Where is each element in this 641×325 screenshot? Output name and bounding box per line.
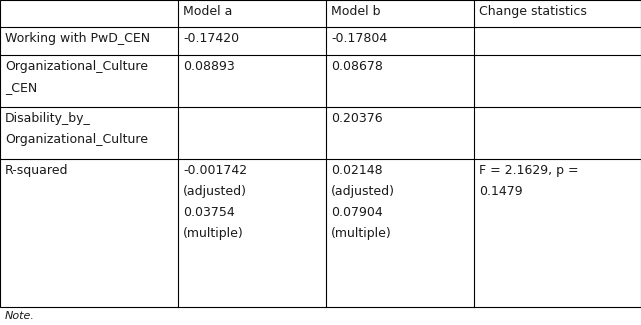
Text: Working with PwD_CEN: Working with PwD_CEN bbox=[5, 32, 150, 45]
Text: -0.17804: -0.17804 bbox=[331, 32, 387, 45]
Text: Model a: Model a bbox=[183, 5, 233, 18]
Text: -0.001742
(adjusted)
0.03754
(multiple): -0.001742 (adjusted) 0.03754 (multiple) bbox=[183, 164, 247, 240]
Text: Note.: Note. bbox=[5, 311, 35, 321]
Text: Change statistics: Change statistics bbox=[479, 5, 587, 18]
Text: Disability_by_
Organizational_Culture: Disability_by_ Organizational_Culture bbox=[5, 112, 148, 146]
Text: 0.08893: 0.08893 bbox=[183, 60, 235, 73]
Text: 0.02148
(adjusted)
0.07904
(multiple): 0.02148 (adjusted) 0.07904 (multiple) bbox=[331, 164, 395, 240]
Text: Organizational_Culture
_CEN: Organizational_Culture _CEN bbox=[5, 60, 148, 94]
Text: R-squared: R-squared bbox=[5, 164, 69, 177]
Text: Model b: Model b bbox=[331, 5, 381, 18]
Text: -0.17420: -0.17420 bbox=[183, 32, 239, 45]
Text: F = 2.1629, p =
0.1479: F = 2.1629, p = 0.1479 bbox=[479, 164, 579, 198]
Text: 0.08678: 0.08678 bbox=[331, 60, 383, 73]
Text: 0.20376: 0.20376 bbox=[331, 112, 383, 125]
